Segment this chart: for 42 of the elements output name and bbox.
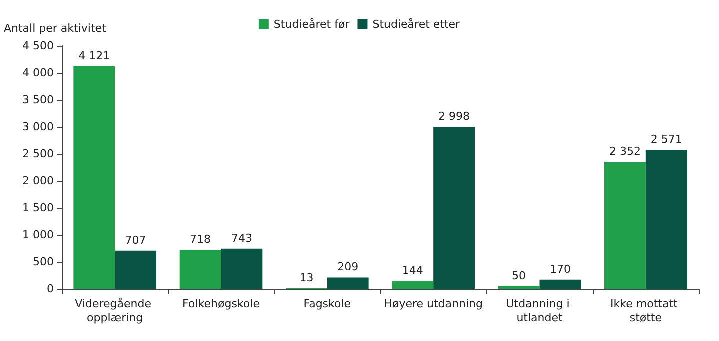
y-tick-label: 2 500 — [22, 148, 54, 160]
x-tick-label: Ikke mottatt støtte — [610, 298, 682, 324]
data-label: 2 571 — [650, 133, 682, 146]
x-tick-label: Fagskole — [304, 298, 352, 310]
bar — [74, 66, 116, 289]
y-tick-label: 4 000 — [22, 66, 54, 80]
y-tick-label: 1 500 — [22, 202, 54, 214]
x-tick-label: Folkehøgskole — [182, 298, 260, 310]
data-label: 13 — [300, 271, 314, 284]
data-label: 2 998 — [438, 110, 470, 124]
data-label: 743 — [231, 232, 252, 245]
y-tick-label: 1 000 — [22, 228, 54, 242]
bar — [115, 250, 156, 289]
bar — [646, 150, 688, 289]
data-label: 50 — [512, 269, 526, 282]
legend-label: Studieåret etter — [372, 18, 461, 31]
data-label: 707 — [125, 234, 146, 247]
legend-label: Studieåret før — [274, 18, 350, 31]
data-label: 209 — [338, 260, 359, 274]
y-tick-label: 2 000 — [22, 174, 54, 188]
bar — [327, 278, 369, 289]
x-tick-label: Høyere utdanning — [384, 298, 483, 310]
y-tick-label: 0 — [47, 282, 54, 296]
y-axis-title: Antall per aktivitet — [4, 22, 108, 35]
x-tick-label: Utdanning i utlandet — [506, 298, 574, 324]
data-label: 4 121 — [78, 49, 110, 62]
bar — [498, 286, 540, 289]
bar — [604, 162, 646, 289]
y-tick-label: 500 — [33, 256, 54, 268]
x-tick-label: Videregående opplæring — [75, 298, 156, 324]
data-label: 170 — [550, 262, 571, 276]
bar — [434, 127, 475, 289]
bar — [221, 248, 263, 289]
y-tick-label: 3 500 — [22, 94, 54, 106]
y-tick-label: 4 500 — [22, 40, 54, 52]
bar — [392, 281, 434, 289]
bar — [180, 250, 222, 289]
y-tick-label: 3 000 — [22, 120, 54, 134]
data-label: 144 — [402, 264, 424, 278]
bar — [540, 280, 582, 289]
data-label: 2 352 — [609, 144, 641, 158]
data-label: 718 — [190, 233, 212, 246]
